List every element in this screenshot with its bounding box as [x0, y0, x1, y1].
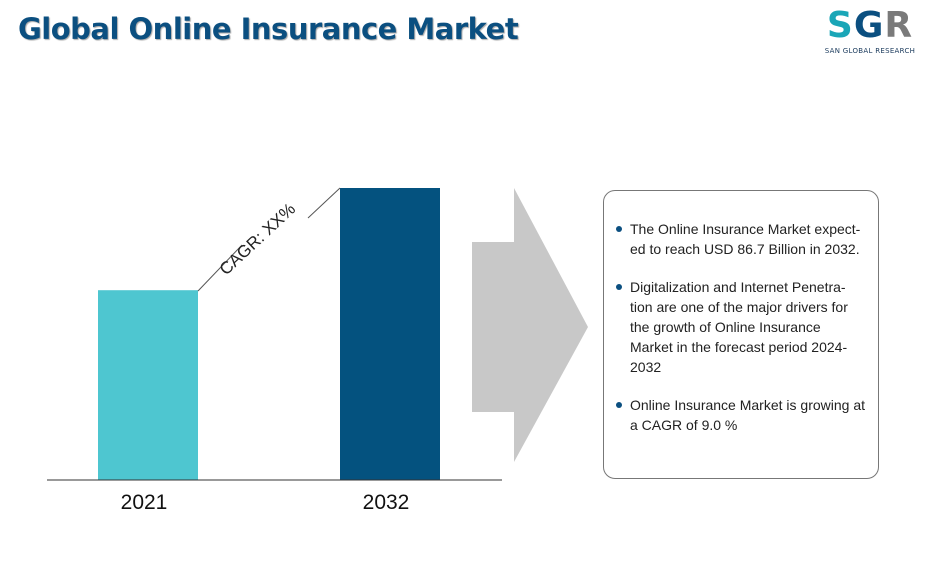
- cagr-connector-2: [307, 187, 341, 219]
- cagr-annotation: CAGR: XX%: [216, 199, 299, 279]
- info-bullet-text: Online Insurance Market is growing at a …: [630, 397, 865, 433]
- logo-letters: S: [826, 5, 854, 46]
- logo-subtitle: SAN GLOBAL RESEARCH: [824, 47, 916, 55]
- info-bullet-text: Digitalization and Internet Penetra-tion…: [630, 279, 848, 375]
- page-title: Global Online Insurance Market: [18, 12, 519, 46]
- info-bullet-text: The Online Insurance Market expect-ed to…: [630, 221, 861, 257]
- info-bullet: Online Insurance Market is growing at a …: [616, 395, 866, 435]
- bar-2021: [98, 290, 198, 480]
- tick-labels: 2021 2032: [121, 491, 410, 514]
- info-box: The Online Insurance Market expect-ed to…: [603, 190, 879, 479]
- tick-label-2021: 2021: [121, 491, 168, 514]
- bullet-dot-icon: [616, 402, 622, 408]
- bar-2032: [340, 188, 440, 480]
- tick-label-2032: 2032: [363, 491, 410, 514]
- bullet-dot-icon: [616, 226, 622, 232]
- bars-group: [98, 188, 440, 480]
- logo-text: SGR: [820, 6, 920, 46]
- right-arrow-shape: [472, 188, 588, 462]
- cagr-connector: [197, 244, 243, 292]
- logo-letter-g: G: [853, 5, 885, 46]
- info-bullet: The Online Insurance Market expect-ed to…: [616, 219, 866, 259]
- bullet-dot-icon: [616, 284, 622, 290]
- info-bullet: Digitalization and Internet Penetra-tion…: [616, 277, 866, 377]
- logo-letter-r: R: [884, 5, 914, 46]
- sgr-logo: SGR SAN GLOBAL RESEARCH: [820, 6, 920, 58]
